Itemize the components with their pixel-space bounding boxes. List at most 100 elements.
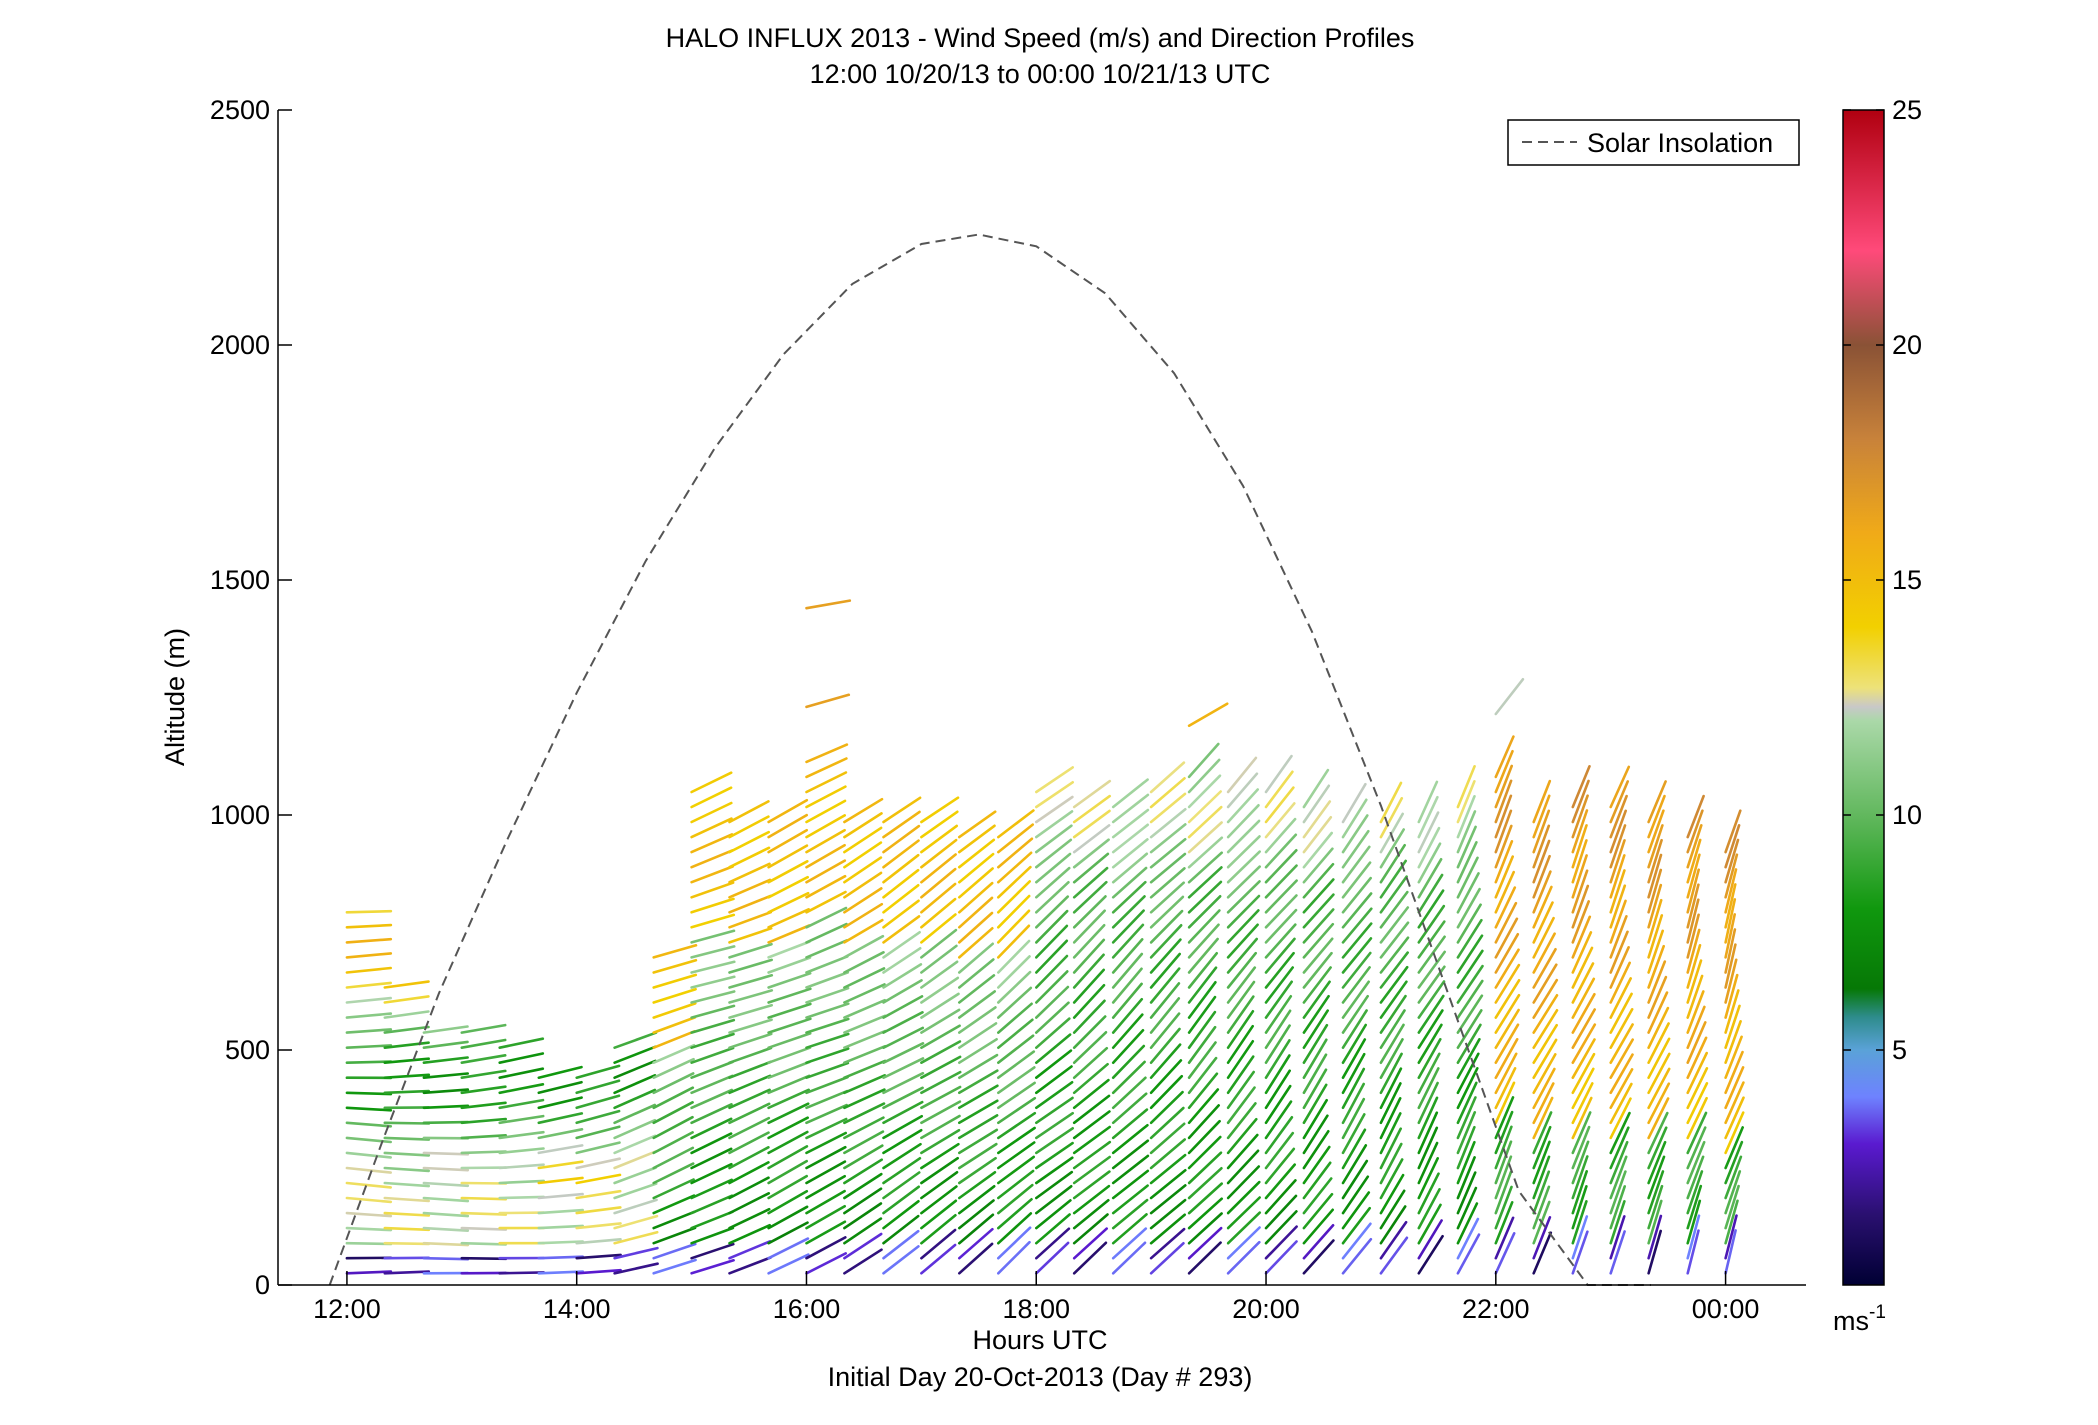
wind-barb — [1417, 904, 1446, 944]
wind-barb — [613, 1262, 659, 1275]
wind-barb — [1226, 788, 1259, 824]
wind-barb — [1187, 1167, 1223, 1200]
wind-barb — [1111, 1076, 1147, 1110]
wind-barb — [1035, 939, 1069, 974]
wind-barb — [1187, 1197, 1223, 1230]
wind-barb — [996, 1002, 1033, 1034]
wind-barb — [1647, 1022, 1670, 1064]
wind-barb — [1111, 967, 1143, 1004]
wind-barb — [1341, 1222, 1372, 1260]
wind-barb — [1379, 1038, 1404, 1079]
wind-barb — [1686, 838, 1702, 884]
wind-barb — [843, 1232, 883, 1260]
wind-barb — [345, 1012, 393, 1019]
wind-barb — [1571, 839, 1588, 884]
wind-barb — [920, 1142, 960, 1170]
wind-barb — [1302, 847, 1334, 884]
wind-barb — [767, 844, 809, 869]
wind-barb — [1111, 1139, 1150, 1170]
wind-barb — [652, 1210, 696, 1230]
wind-barb — [1494, 779, 1513, 824]
wind-barb — [1226, 923, 1259, 959]
wind-barb — [498, 1083, 545, 1095]
wind-barb — [1035, 1049, 1073, 1079]
wind-barb — [1647, 929, 1664, 974]
wind-barb — [1456, 1111, 1477, 1155]
wind-barb — [1341, 1237, 1373, 1275]
wind-barb — [843, 1187, 883, 1215]
wind-barb — [767, 1060, 811, 1079]
wind-barb — [1035, 1227, 1071, 1260]
wind-barb — [383, 1025, 430, 1034]
wind-barb — [920, 882, 957, 914]
wind-barb — [1571, 1185, 1588, 1230]
wind-barb — [1264, 1024, 1291, 1064]
wind-barb — [920, 1008, 961, 1034]
wind-barb — [1072, 838, 1110, 869]
wind-barb — [1494, 917, 1519, 959]
wind-barb — [957, 824, 996, 854]
wind-barb — [1724, 973, 1739, 1019]
wind-barb — [1341, 1175, 1370, 1215]
wind-barb — [1264, 833, 1298, 869]
wind-barb — [805, 986, 850, 1004]
wind-barb — [1341, 829, 1370, 869]
wind-barb — [345, 1044, 393, 1049]
wind-barb — [652, 943, 698, 959]
wind-barb — [957, 958, 995, 989]
wind-barb — [996, 851, 1033, 884]
wind-barb — [498, 1211, 546, 1215]
wind-barb — [1072, 880, 1108, 914]
wind-barb — [805, 771, 848, 794]
wind-barb — [1609, 930, 1629, 974]
wind-barb — [920, 1228, 957, 1260]
wind-barb — [882, 1245, 920, 1275]
wind-barb — [345, 1121, 393, 1128]
wind-barb — [1035, 1065, 1073, 1095]
wind-barb — [1379, 1052, 1403, 1095]
wind-barb — [1456, 887, 1481, 929]
wind-barb — [1686, 1111, 1708, 1155]
wind-barb — [1149, 1213, 1186, 1245]
wind-barb — [1494, 1110, 1514, 1155]
wind-barb — [1187, 1041, 1217, 1079]
wind-barb — [1264, 879, 1298, 914]
wind-barb — [1571, 1082, 1594, 1125]
wind-barb — [1417, 994, 1445, 1034]
wind-barb — [920, 1070, 962, 1095]
wind-barb — [652, 1101, 694, 1125]
wind-barb — [1647, 898, 1663, 944]
wind-barb — [1379, 1189, 1406, 1230]
wind-barb — [996, 986, 1033, 1019]
wind-barb — [1571, 854, 1588, 899]
wind-barb — [1571, 1111, 1592, 1155]
wind-barb — [1187, 923, 1220, 959]
wind-barb — [767, 924, 811, 944]
wind-barb — [1111, 1092, 1148, 1125]
wind-barb — [1341, 892, 1373, 929]
wind-barb — [575, 1222, 622, 1230]
x-tick-label: 16:00 — [773, 1294, 841, 1324]
wind-barb — [1724, 1066, 1745, 1110]
wind-barb — [1379, 843, 1406, 884]
wind-barb — [422, 1040, 469, 1049]
wind-barb — [843, 1202, 883, 1230]
wind-barb — [1571, 1067, 1595, 1110]
wind-barb — [537, 1080, 583, 1095]
wind-barb — [1226, 894, 1261, 929]
wind-barb — [1417, 1203, 1442, 1245]
wind-barb — [1149, 1122, 1186, 1155]
wind-barb — [1187, 1010, 1217, 1049]
wind-barb — [1724, 883, 1737, 929]
wind-barb — [1072, 794, 1111, 824]
wind-barb — [1035, 1156, 1074, 1185]
wind-barb — [1686, 1067, 1709, 1110]
wind-barb — [1187, 758, 1221, 794]
wind-barb — [1264, 1194, 1298, 1230]
wind-barb — [1226, 756, 1258, 794]
wind-barb — [383, 1151, 431, 1157]
wind-barb — [882, 1157, 922, 1185]
wind-barb — [1647, 944, 1665, 989]
wind-barb — [920, 867, 957, 899]
wind-barb — [957, 1114, 999, 1140]
